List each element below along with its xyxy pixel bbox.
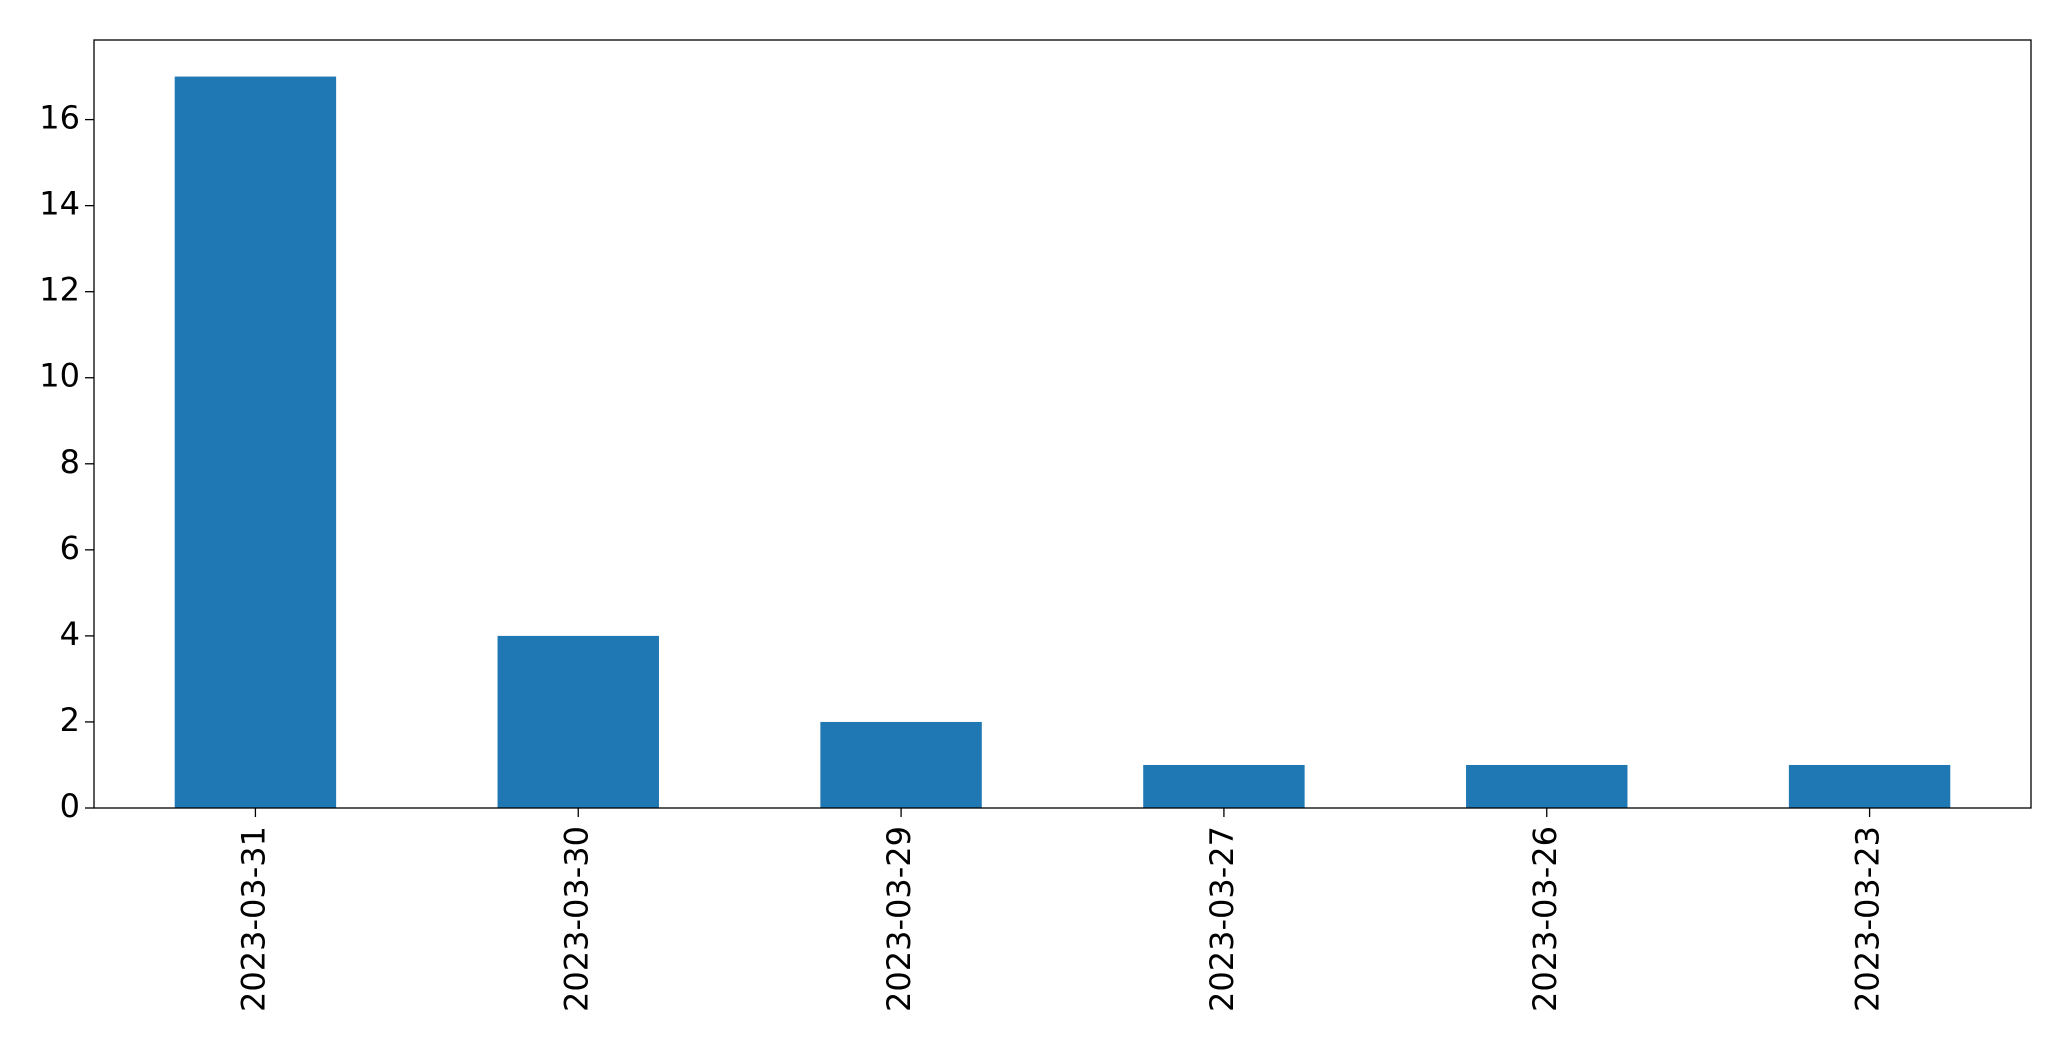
bar xyxy=(497,635,659,808)
plot-frame xyxy=(93,39,2032,809)
y-tick-label: 2 xyxy=(60,701,80,739)
bar xyxy=(820,721,982,808)
bar xyxy=(1788,764,1951,808)
bar xyxy=(174,76,337,809)
x-tick-label: 2023-03-26 xyxy=(1526,826,1564,1012)
bar xyxy=(1143,764,1305,808)
bar xyxy=(1466,764,1628,808)
y-tick-label: 6 xyxy=(60,529,80,567)
x-tick-label: 2023-03-31 xyxy=(234,826,272,1012)
x-tick-label: 2023-03-30 xyxy=(557,826,595,1012)
y-tick-label: 8 xyxy=(60,443,80,481)
y-tick-label: 0 xyxy=(60,787,80,825)
x-tick-label: 2023-03-27 xyxy=(1203,826,1241,1012)
y-tick-label: 10 xyxy=(39,357,80,395)
y-tick-label: 4 xyxy=(60,615,80,653)
x-tick-label: 2023-03-23 xyxy=(1849,826,1887,1012)
y-tick-label: 14 xyxy=(39,185,80,223)
x-tick-label: 2023-03-29 xyxy=(880,826,918,1012)
y-tick-label: 12 xyxy=(39,271,80,309)
y-tick-label: 16 xyxy=(39,99,80,137)
